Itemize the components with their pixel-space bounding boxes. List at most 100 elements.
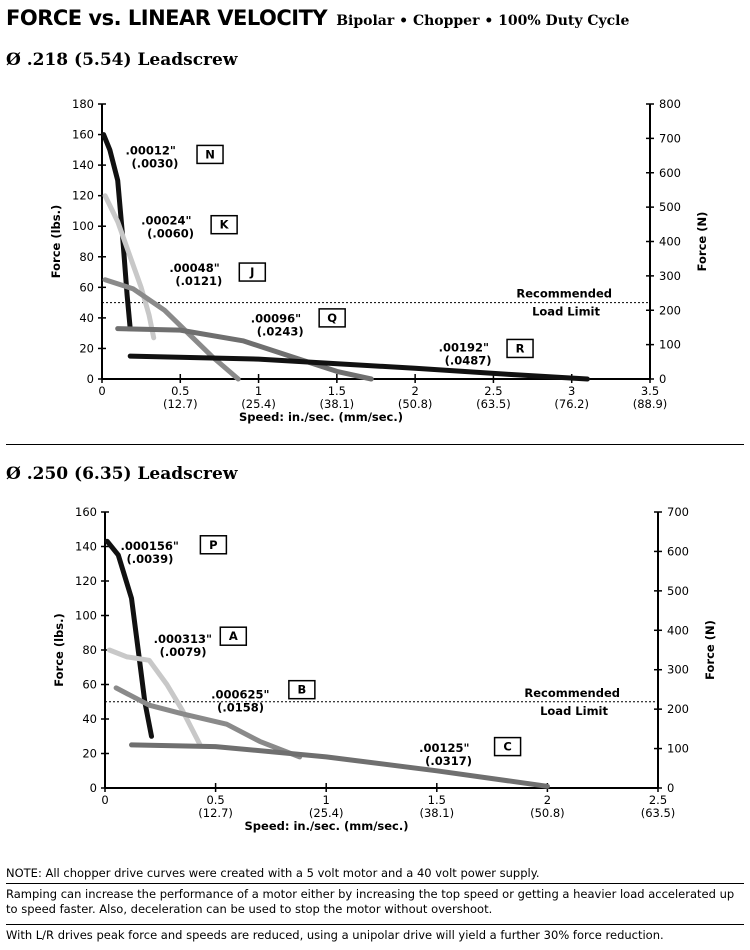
pitch-label-mm-K: (.0060): [147, 227, 194, 241]
y-tick-label: 20: [79, 341, 94, 355]
series-tag-box-N: [196, 144, 224, 165]
y-tick-label: 80: [82, 643, 97, 657]
series-tag-K: K: [220, 218, 230, 232]
x-tick-sublabel: (63.5): [641, 806, 676, 820]
y-tick-label: 100: [72, 219, 94, 233]
x-tick-sublabel: (63.5): [476, 397, 511, 411]
y-tick-label: 0: [87, 372, 94, 386]
series-tag-box-A: [219, 626, 248, 646]
reference-label-line2: Load Limit: [540, 704, 608, 718]
x-tick-label: 3: [568, 384, 575, 398]
pitch-label-mm-N: (.0030): [131, 156, 178, 170]
pitch-label-mm-B: (.0158): [217, 700, 264, 714]
x-tick-label: 0: [98, 384, 105, 398]
y2-tick-label: 300: [667, 663, 689, 677]
x-tick-sublabel: (25.4): [241, 397, 276, 411]
y2-tick-label: 0: [659, 372, 666, 386]
note-ramping: Ramping can increase the performance of …: [6, 887, 735, 916]
x-tick-label: 2: [411, 384, 418, 398]
chart-2: 0204060801001201401600100200300400500600…: [52, 505, 717, 833]
y2-tick-label: 500: [659, 200, 681, 214]
series-curve-P: [104, 538, 154, 739]
series-tag-box-K: [210, 214, 238, 235]
series-tag-box-J: [238, 262, 267, 282]
y-tick-label: 40: [79, 311, 94, 325]
x-tick-label: 1: [255, 384, 262, 398]
series-tag-C: C: [503, 740, 511, 754]
section-divider: [6, 444, 744, 445]
x-tick-sublabel: (38.1): [420, 806, 455, 820]
pitch-label-J: .00048": [169, 261, 219, 275]
series-tag-Q: Q: [327, 311, 337, 325]
y-axis-label: Force (lbs.): [49, 205, 63, 278]
chart-2-heading: Ø .250 (6.35) Leadscrew: [6, 464, 238, 484]
note-divider-2: [6, 924, 744, 925]
y-tick-label: 160: [75, 505, 97, 519]
pitch-label-N: .00012": [125, 143, 175, 157]
series-tag-box-P: [199, 535, 228, 555]
main-title: FORCE vs. LINEAR VELOCITY: [6, 6, 328, 30]
pitch-label-mm-C: (.0317): [425, 754, 472, 768]
y2-tick-label: 400: [667, 623, 689, 637]
y-tick-label: 40: [82, 712, 97, 726]
y2-tick-label: 700: [659, 131, 681, 145]
chart-1-heading: Ø .218 (5.54) Leadscrew: [6, 50, 238, 70]
y2-tick-label: 800: [659, 97, 681, 111]
pitch-label-Q: .00096": [251, 311, 301, 325]
x-tick-label: 1.5: [428, 793, 446, 807]
pitch-label-mm-P: (.0039): [126, 552, 173, 566]
pitch-label-R: .00192": [439, 341, 489, 355]
x-tick-label: 2: [544, 793, 551, 807]
series-curve-B: [113, 685, 303, 760]
y2-tick-label: 100: [659, 338, 681, 352]
series-curve-Q: [115, 326, 374, 382]
y2-tick-label: 200: [659, 303, 681, 317]
series-curve-N: [101, 132, 133, 332]
x-tick-sublabel: (50.8): [398, 397, 433, 411]
y2-tick-label: 500: [667, 584, 689, 598]
y2-axis-label: Force (N): [703, 620, 717, 680]
y-tick-label: 60: [82, 678, 97, 692]
note-divider-1: [6, 883, 744, 884]
x-tick-label: 0.5: [171, 384, 189, 398]
reference-label-line1: Recommended: [516, 287, 612, 301]
y2-tick-label: 100: [667, 742, 689, 756]
pitch-label-mm-J: (.0121): [175, 274, 222, 288]
series-curve-K: [102, 193, 157, 341]
pitch-label-mm-Q: (.0243): [257, 324, 304, 338]
pitch-label-C: .00125": [419, 741, 469, 755]
y-tick-label: 140: [72, 158, 94, 172]
pitch-label-mm-A: (.0079): [160, 645, 207, 659]
series-tag-box-Q: [318, 308, 346, 328]
y-tick-label: 20: [82, 747, 97, 761]
y2-tick-label: 300: [659, 269, 681, 283]
x-axis-label: Speed: in./sec. (mm/sec.): [239, 410, 403, 424]
pitch-label-P: .000156": [120, 539, 178, 553]
y2-tick-label: 600: [659, 166, 681, 180]
x-tick-sublabel: (38.1): [320, 397, 355, 411]
y-tick-label: 140: [75, 540, 97, 554]
x-tick-label: 3.5: [641, 384, 659, 398]
x-tick-label: 1.5: [328, 384, 346, 398]
x-tick-sublabel: (25.4): [309, 806, 344, 820]
x-tick-sublabel: (12.7): [163, 397, 198, 411]
pitch-label-A: .000313": [154, 632, 212, 646]
y-tick-label: 100: [75, 609, 97, 623]
y2-tick-label: 0: [667, 781, 674, 795]
series-curve-A: [106, 647, 203, 748]
pitch-label-B: .000625": [211, 687, 269, 701]
y2-tick-label: 200: [667, 702, 689, 716]
x-tick-label: 1: [323, 793, 330, 807]
series-tag-box-C: [493, 736, 522, 757]
y2-axis-label: Force (N): [695, 212, 709, 272]
series-curve-R: [127, 353, 590, 382]
series-tag-J: J: [249, 265, 254, 279]
y2-tick-label: 400: [659, 235, 681, 249]
y-tick-label: 180: [72, 97, 94, 111]
series-tag-A: A: [229, 629, 238, 643]
y-tick-label: 60: [79, 280, 94, 294]
series-tag-box-R: [506, 338, 534, 359]
page-title: FORCE vs. LINEAR VELOCITY Bipolar • Chop…: [6, 6, 629, 30]
note-lr-drives: With L/R drives peak force and speeds ar…: [6, 928, 664, 942]
x-axis-label: Speed: in./sec. (mm/sec.): [245, 819, 409, 833]
